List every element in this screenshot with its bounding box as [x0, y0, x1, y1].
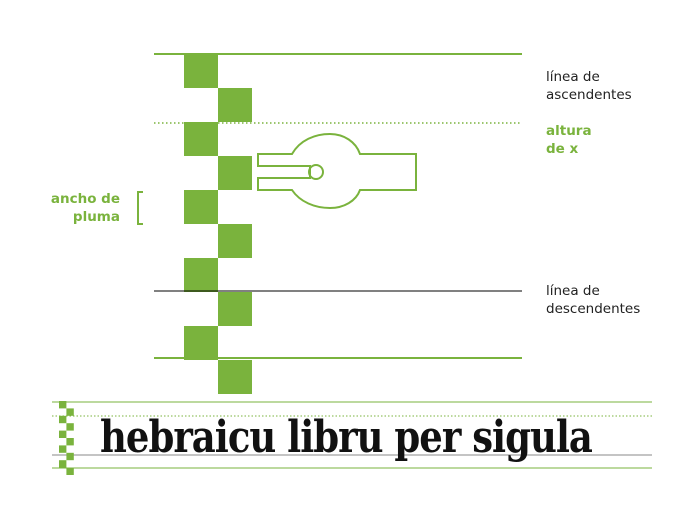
pen-width-square	[184, 54, 218, 88]
pen-width-square	[66, 438, 74, 446]
sample-pen-width-checkerboard	[59, 401, 74, 475]
pen-width-square	[59, 401, 67, 409]
descender-line-label: línea de descendentes	[546, 283, 641, 317]
pen-width-label: ancho de pluma	[50, 191, 120, 225]
ascender-line-label: línea de ascendentes	[546, 69, 632, 103]
pen-width-square	[66, 408, 74, 416]
pen-width-square	[66, 452, 74, 461]
pen-width-square	[184, 326, 218, 360]
pen-width-bracket	[137, 191, 143, 225]
pen-width-square	[218, 156, 252, 190]
pen-width-square	[59, 415, 67, 424]
pen-width-square	[184, 122, 218, 156]
pen-nib-icon	[257, 132, 417, 210]
pen-width-checkerboard	[184, 54, 252, 394]
pen-width-square	[66, 423, 74, 431]
pen-width-square	[66, 467, 74, 475]
pen-width-square	[59, 430, 67, 438]
pen-width-square	[218, 88, 252, 122]
pen-width-square	[218, 224, 252, 258]
pen-width-square	[59, 445, 67, 453]
sample-script-strip	[52, 401, 652, 475]
pen-width-square	[184, 258, 218, 292]
pen-width-square	[218, 360, 252, 394]
pen-width-square	[218, 292, 252, 326]
sample-script-text: hebraicu libru per sigula	[100, 410, 593, 463]
x-height-label: altura de x	[546, 123, 592, 157]
pen-width-square	[59, 460, 67, 468]
pen-width-square	[184, 190, 218, 224]
